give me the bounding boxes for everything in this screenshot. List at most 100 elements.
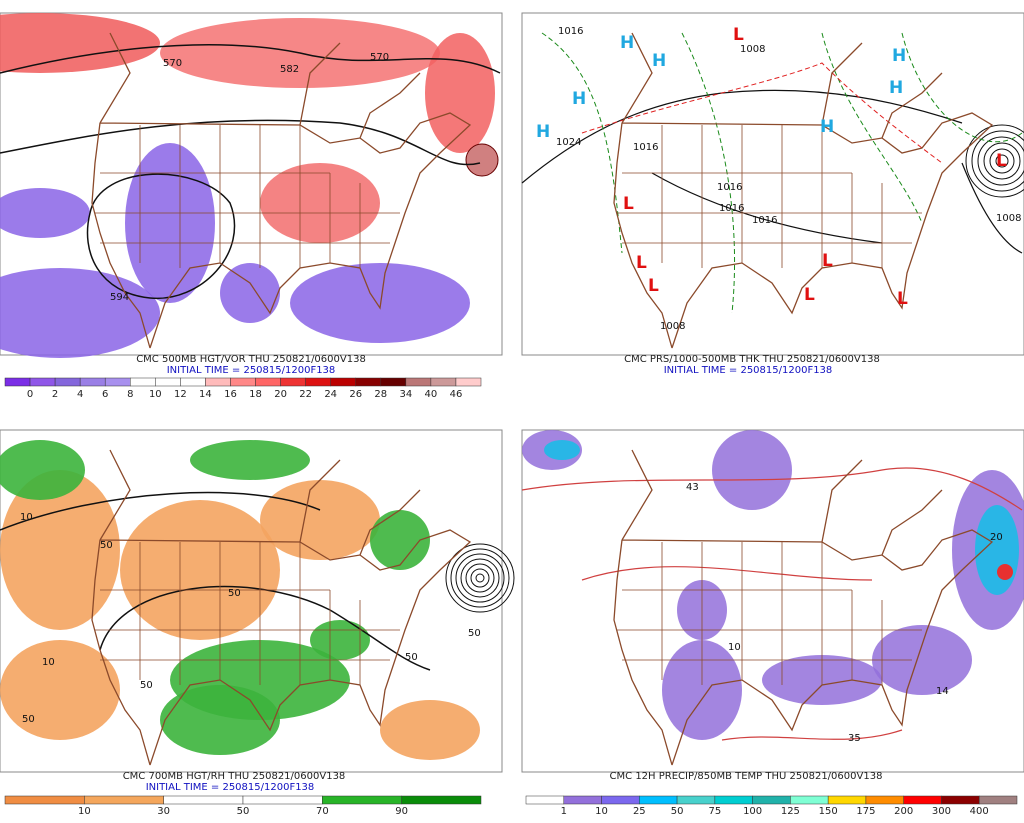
humidity-moist	[310, 620, 370, 660]
colorbar-swatch	[455, 377, 482, 387]
isobar	[961, 162, 1023, 254]
colorbar-label: 24	[324, 389, 337, 400]
colorbar-swatch	[563, 795, 602, 805]
colorbar-label: 50	[237, 806, 250, 817]
colorbar-swatch	[639, 795, 678, 805]
high-marker: H	[620, 33, 634, 53]
height-contour	[0, 43, 501, 74]
colorbar-label: 26	[349, 389, 362, 400]
initial-time: INITIAL TIME = 250815/1200F138	[167, 365, 336, 376]
high-marker: H	[820, 117, 834, 137]
colorbar-label: 12	[174, 389, 187, 400]
height-contour	[99, 585, 431, 671]
state-border	[95, 125, 400, 268]
colorbar-swatch	[230, 377, 256, 387]
isobar-label: 1016	[633, 142, 658, 153]
isobar-label: 1024	[556, 137, 581, 148]
temp-label: 10	[728, 642, 741, 653]
colorbar-label: 175	[856, 806, 875, 817]
low-marker: L	[804, 285, 815, 305]
caption: CMC PRS/1000-500MB THK THU 250821/0600V1…	[624, 354, 880, 365]
isobar	[965, 124, 1024, 198]
colorbar-label: 400	[970, 806, 989, 817]
temperature-contour	[521, 467, 1023, 511]
colorbar-swatch	[104, 377, 131, 387]
colorbar-label: 0	[27, 389, 33, 400]
contour-label: 50	[228, 588, 241, 599]
height-contour	[86, 173, 236, 299]
colorbar-label: 2	[52, 389, 58, 400]
colorbar-label: 16	[224, 389, 237, 400]
colorbar: 0 2 4 6 8 10 12 14 16 18 20 22 24 26 28 34 40 46	[4, 377, 482, 400]
humidity-dry	[380, 700, 480, 760]
vorticity-area	[425, 33, 495, 153]
colorbar-label: 150	[819, 806, 838, 817]
colorbar-swatch	[941, 795, 980, 805]
colorbar-swatch	[305, 377, 331, 387]
colorbar-swatch	[380, 377, 407, 387]
colorbar-swatch	[84, 795, 164, 805]
maps	[0, 12, 1024, 773]
colorbar-swatch	[865, 795, 904, 805]
vorticity-area	[0, 268, 160, 358]
vorticity-area	[0, 13, 160, 73]
initial-time: INITIAL TIME = 250815/1200F138	[664, 365, 833, 376]
precip-area	[662, 640, 742, 740]
contour-label: 10	[42, 657, 55, 668]
colorbar-swatch	[180, 377, 206, 387]
colorbar-label: 4	[77, 389, 83, 400]
isobar-label: 1008	[996, 213, 1021, 224]
precip-label: 35	[848, 733, 861, 744]
height-contour	[0, 491, 321, 531]
colorbar-swatch	[790, 795, 829, 805]
colorbar-label: 30	[157, 806, 170, 817]
isobar-label: 1016	[717, 182, 742, 193]
coastline	[91, 32, 472, 349]
isobar-label: 1008	[660, 321, 685, 332]
precip-area	[712, 430, 792, 510]
initial-time: INITIAL TIME = 250815/1200F138	[146, 782, 315, 793]
contour-label: 50	[405, 652, 418, 663]
colorbar-label: 20	[274, 389, 287, 400]
colorbar-swatch	[601, 795, 640, 805]
colorbar-swatch	[4, 377, 31, 387]
low-marker: L	[636, 253, 647, 273]
height-contour	[465, 563, 495, 593]
caption: CMC 500MB HGT/VOR THU 250821/0600V138	[136, 354, 366, 365]
high-marker: H	[536, 122, 550, 142]
precip-label: 14	[936, 686, 949, 697]
humidity-moist	[190, 440, 310, 480]
vorticity-area	[220, 263, 280, 323]
isobar	[989, 148, 1015, 174]
humidity-dry	[120, 500, 280, 640]
colorbar-swatch	[752, 795, 791, 805]
low-marker: L	[822, 251, 833, 271]
humidity-moist	[0, 440, 85, 500]
colorbar-swatch	[827, 795, 867, 805]
colorbar-label: 25	[633, 806, 646, 817]
colorbar-swatch	[330, 377, 356, 387]
colorbar-swatch	[676, 795, 716, 805]
precip-label: 43	[686, 482, 699, 493]
colorbar-swatch	[322, 795, 402, 805]
contour-label: 582	[280, 64, 299, 75]
coastline	[613, 449, 994, 766]
isobar	[983, 142, 1021, 180]
colorbar-label: 34	[399, 389, 412, 400]
colorbar-swatch	[54, 377, 81, 387]
map-panel	[521, 429, 1024, 773]
height-contour	[470, 568, 490, 588]
humidity-dry	[260, 480, 380, 560]
height-contour	[475, 573, 485, 583]
humidity-dry	[0, 470, 120, 630]
colorbar-label: 14	[199, 389, 212, 400]
isobar-label: 1008	[740, 44, 765, 55]
colorbar-label: 100	[743, 806, 762, 817]
thickness-line	[901, 32, 1023, 143]
colorbar-label: 22	[299, 389, 312, 400]
height-contour	[460, 558, 500, 598]
colorbar-label: 10	[78, 806, 91, 817]
colorbar-label: 90	[395, 806, 408, 817]
high-marker: H	[892, 46, 906, 66]
